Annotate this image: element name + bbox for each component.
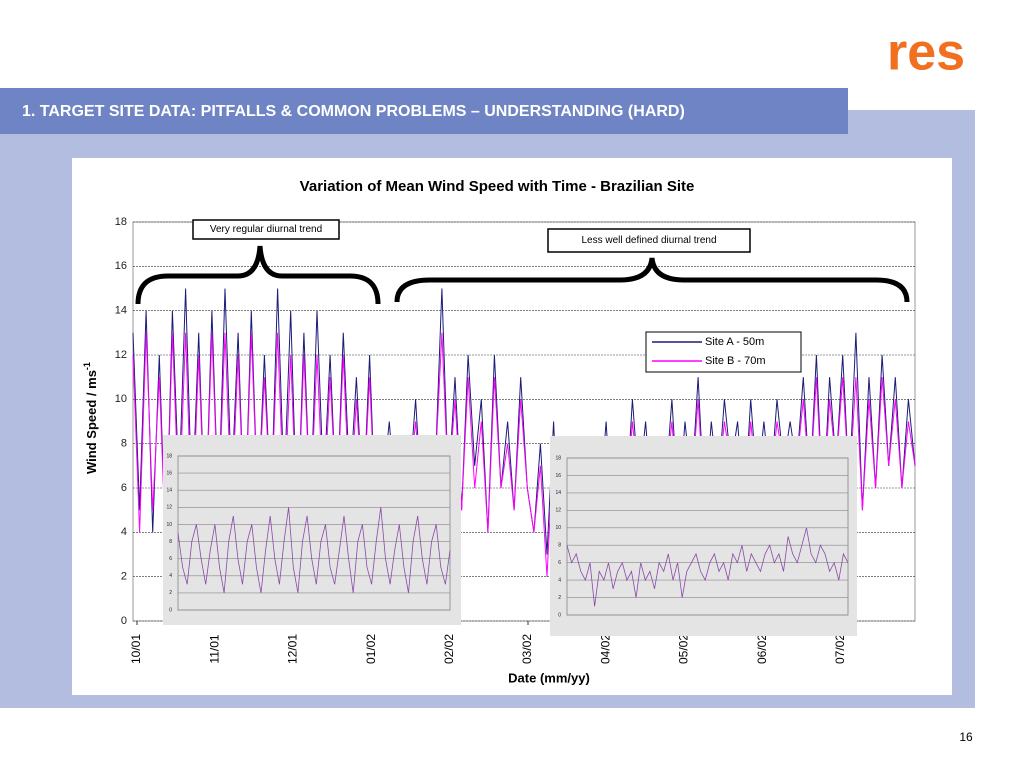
y-tick-label: 10 (115, 393, 127, 405)
y-tick-label: 12 (555, 508, 561, 514)
x-tick-label: 10/01 (129, 634, 143, 664)
y-tick-label: 18 (555, 455, 561, 461)
x-tick-label: 04/02 (598, 634, 612, 664)
y-axis-label: Wind Speed / ms-1 (82, 362, 99, 474)
y-tick-label: 6 (558, 560, 561, 566)
y-tick-label: 4 (169, 573, 172, 579)
y-label-superscript: -1 (82, 362, 92, 370)
y-tick-label: 16 (166, 470, 172, 476)
y-tick-label: 0 (558, 612, 561, 618)
chart-title: Variation of Mean Wind Speed with Time -… (300, 178, 695, 195)
y-tick-label: 4 (121, 526, 127, 538)
y-tick-label: 14 (555, 490, 561, 496)
y-tick-label: 2 (558, 595, 561, 601)
x-tick-label: 05/02 (677, 634, 691, 664)
x-axis-label: Date (mm/yy) (508, 670, 590, 685)
y-tick-label: 12 (166, 505, 172, 511)
logo: res (887, 24, 965, 82)
x-tick-label: 07/02 (833, 634, 847, 664)
y-tick-label: 2 (121, 571, 127, 583)
y-tick-label: 10 (166, 522, 172, 528)
y-tick-label: 18 (166, 453, 172, 459)
x-tick-label: 02/02 (442, 634, 456, 664)
x-tick-label: 03/02 (520, 634, 534, 664)
y-tick-label: 12 (115, 349, 127, 361)
annotation: Less well defined diurnal trend (581, 235, 716, 246)
y-tick-label: 4 (558, 577, 561, 583)
y-tick-label: 14 (115, 305, 127, 317)
y-tick-label: 8 (558, 543, 561, 549)
y-tick-label: 16 (555, 473, 561, 479)
annotation: Very regular diurnal trend (210, 224, 322, 235)
y-tick-label: 18 (115, 216, 127, 228)
x-tick-label: 11/01 (207, 634, 221, 663)
y-tick-label: 8 (121, 438, 127, 450)
legend-box (645, 331, 802, 373)
y-label-text: Wind Speed / ms (84, 370, 99, 474)
header-bar (0, 88, 848, 134)
series-line (566, 527, 849, 607)
page-number: 16 (959, 730, 973, 744)
header-title: 1. TARGET SITE DATA: PITFALLS & COMMON P… (22, 103, 685, 120)
series-line (177, 507, 451, 593)
x-tick-label: 06/02 (755, 634, 769, 664)
plot-area (177, 455, 451, 611)
y-tick-label: 6 (121, 482, 127, 494)
legend-label: Site B - 70m (705, 355, 766, 367)
y-tick-label: 8 (169, 539, 172, 545)
inset-chart: 0 2 4 6 8 10 12 14 16 18 (163, 435, 461, 625)
x-tick-label: 01/02 (364, 634, 378, 664)
y-tick-label: 2 (169, 590, 172, 596)
legend-label: Site A - 50m (705, 336, 764, 348)
y-tick-label: 0 (169, 607, 172, 613)
annotation-box (192, 219, 340, 240)
brace (135, 245, 381, 305)
y-tick-label: 16 (115, 260, 127, 272)
x-tick-label: 12/01 (286, 634, 300, 664)
inset-chart: 0 2 4 6 8 10 12 14 16 18 (550, 436, 857, 636)
annotation-box (547, 228, 751, 253)
y-tick-label: 14 (166, 488, 172, 494)
brace (394, 257, 910, 303)
plot-area (566, 457, 849, 616)
y-tick-label: 10 (555, 525, 561, 531)
y-tick-label: 0 (121, 615, 127, 627)
y-tick-label: 6 (169, 556, 172, 562)
